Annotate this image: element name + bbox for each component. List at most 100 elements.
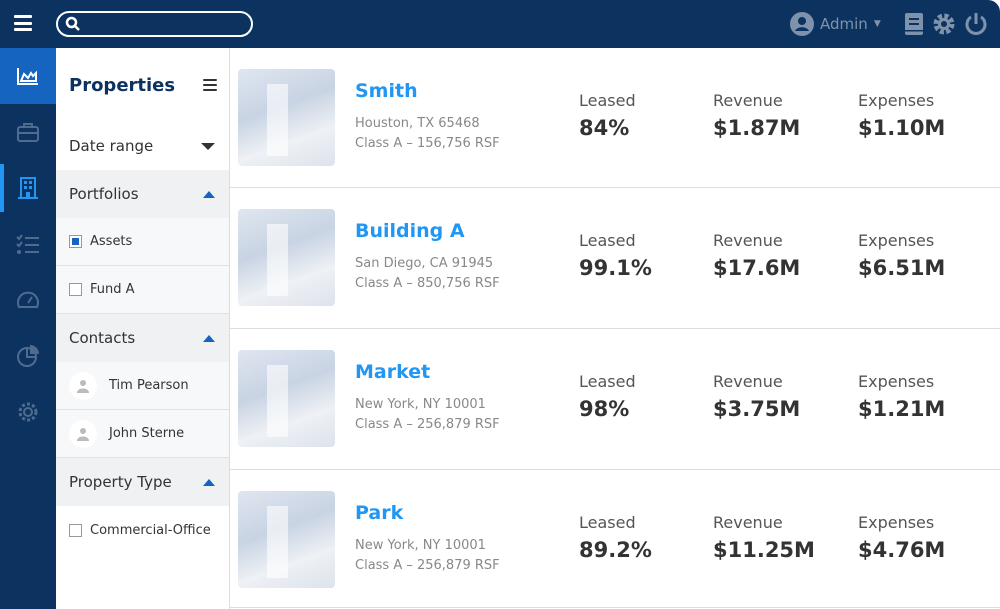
property-location: Houston, TX 65468 <box>355 116 480 131</box>
nav-analytics[interactable] <box>0 48 56 104</box>
search-input[interactable] <box>56 11 253 37</box>
user-icon <box>77 379 89 393</box>
nav-properties[interactable] <box>0 160 56 216</box>
checkbox-fund-a[interactable]: Fund A <box>56 266 229 314</box>
revenue-value: $11.25M <box>713 538 815 562</box>
section-label: Date range <box>69 137 154 155</box>
user-name: Admin <box>820 15 868 33</box>
checkbox[interactable] <box>69 235 82 248</box>
user-icon <box>77 427 89 441</box>
checkbox-commercial-office[interactable]: Commercial-Office <box>56 506 229 554</box>
caret-down-icon <box>201 142 215 150</box>
revenue-label: Revenue <box>713 513 783 532</box>
revenue-value: $1.87M <box>713 116 801 140</box>
property-class: Class A – 850,756 RSF <box>355 276 500 291</box>
checkbox-assets[interactable]: Assets <box>56 218 229 266</box>
expenses-label: Expenses <box>858 231 935 250</box>
revenue-label: Revenue <box>713 231 783 250</box>
book-icon[interactable] <box>904 12 924 36</box>
avatar <box>69 371 97 400</box>
leased-label: Leased <box>579 231 636 250</box>
expenses-value: $1.10M <box>858 116 946 140</box>
avatar <box>69 419 97 448</box>
revenue-value: $3.75M <box>713 397 801 421</box>
property-image[interactable] <box>238 209 335 306</box>
property-location: New York, NY 10001 <box>355 538 486 553</box>
property-row[interactable]: Market New York, NY 10001 Class A – 256,8… <box>230 329 1000 470</box>
pie-chart-icon <box>17 345 39 367</box>
leased-label: Leased <box>579 372 636 391</box>
filter-panel: Properties Date range Portfolios Assets … <box>56 48 230 609</box>
caret-down-icon: ▼ <box>873 19 881 29</box>
contact-name: Tim Pearson <box>109 378 189 393</box>
nav-settings[interactable] <box>0 384 56 440</box>
property-name[interactable]: Park <box>355 502 404 524</box>
filter-property-type[interactable]: Property Type <box>56 458 229 506</box>
option-label: Assets <box>90 234 133 249</box>
property-image[interactable] <box>238 491 335 588</box>
revenue-label: Revenue <box>713 91 783 110</box>
icon-sidebar <box>0 48 56 609</box>
user-menu[interactable]: Admin ▼ <box>790 12 881 36</box>
briefcase-icon <box>17 123 39 142</box>
checklist-icon <box>16 234 39 254</box>
expenses-label: Expenses <box>858 91 935 110</box>
nav-tasks[interactable] <box>0 216 56 272</box>
property-location: San Diego, CA 91945 <box>355 256 494 271</box>
checkbox[interactable] <box>69 523 82 537</box>
property-image[interactable] <box>238 350 335 447</box>
property-image[interactable] <box>238 69 335 166</box>
gear-icon[interactable] <box>932 12 956 36</box>
expenses-value: $1.21M <box>858 397 946 421</box>
leased-value: 99.1% <box>579 256 652 280</box>
property-row[interactable]: Smith Houston, TX 65468 Class A – 156,756… <box>230 48 1000 188</box>
leased-value: 98% <box>579 397 630 421</box>
property-row[interactable]: Park New York, NY 10001 Class A – 256,879… <box>230 470 1000 608</box>
property-list: Smith Houston, TX 65468 Class A – 156,756… <box>230 48 1000 608</box>
filter-contacts[interactable]: Contacts <box>56 314 229 362</box>
leased-label: Leased <box>579 91 636 110</box>
property-class: Class A – 256,879 RSF <box>355 558 500 573</box>
contact-item[interactable]: Tim Pearson <box>56 362 229 410</box>
caret-up-icon <box>203 334 215 342</box>
caret-up-icon <box>203 478 215 486</box>
leased-value: 84% <box>579 116 630 140</box>
expenses-label: Expenses <box>858 513 935 532</box>
property-class: Class A – 156,756 RSF <box>355 136 500 151</box>
gear-icon <box>18 402 38 422</box>
nav-dashboard[interactable] <box>0 272 56 328</box>
search-icon <box>65 16 80 31</box>
building-icon <box>18 177 38 199</box>
chart-icon <box>17 68 38 85</box>
section-label: Portfolios <box>69 185 139 203</box>
checkbox[interactable] <box>69 283 82 296</box>
property-name[interactable]: Smith <box>355 80 418 102</box>
filter-portfolios[interactable]: Portfolios <box>56 170 229 218</box>
expenses-label: Expenses <box>858 372 935 391</box>
section-label: Property Type <box>69 473 172 491</box>
section-label: Contacts <box>69 329 136 347</box>
list-menu-icon[interactable] <box>203 79 217 91</box>
panel-title: Properties <box>69 74 176 96</box>
revenue-label: Revenue <box>713 372 783 391</box>
property-name[interactable]: Building A <box>355 220 465 242</box>
property-row[interactable]: Building A San Diego, CA 91945 Class A – … <box>230 188 1000 329</box>
expenses-value: $4.76M <box>858 538 946 562</box>
menu-icon[interactable] <box>14 15 32 31</box>
contact-name: John Sterne <box>109 426 185 441</box>
contact-item[interactable]: John Sterne <box>56 410 229 458</box>
leased-value: 89.2% <box>579 538 652 562</box>
expenses-value: $6.51M <box>858 256 946 280</box>
gauge-icon <box>17 291 39 308</box>
option-label: Commercial-Office <box>90 522 211 538</box>
power-icon[interactable] <box>964 12 988 36</box>
property-location: New York, NY 10001 <box>355 397 486 412</box>
caret-up-icon <box>203 190 215 198</box>
nav-reports[interactable] <box>0 328 56 384</box>
filter-date-range[interactable]: Date range <box>56 122 229 170</box>
property-name[interactable]: Market <box>355 361 431 383</box>
revenue-value: $17.6M <box>713 256 801 280</box>
nav-portfolio[interactable] <box>0 104 56 160</box>
top-bar: Admin ▼ <box>0 0 1000 48</box>
leased-label: Leased <box>579 513 636 532</box>
